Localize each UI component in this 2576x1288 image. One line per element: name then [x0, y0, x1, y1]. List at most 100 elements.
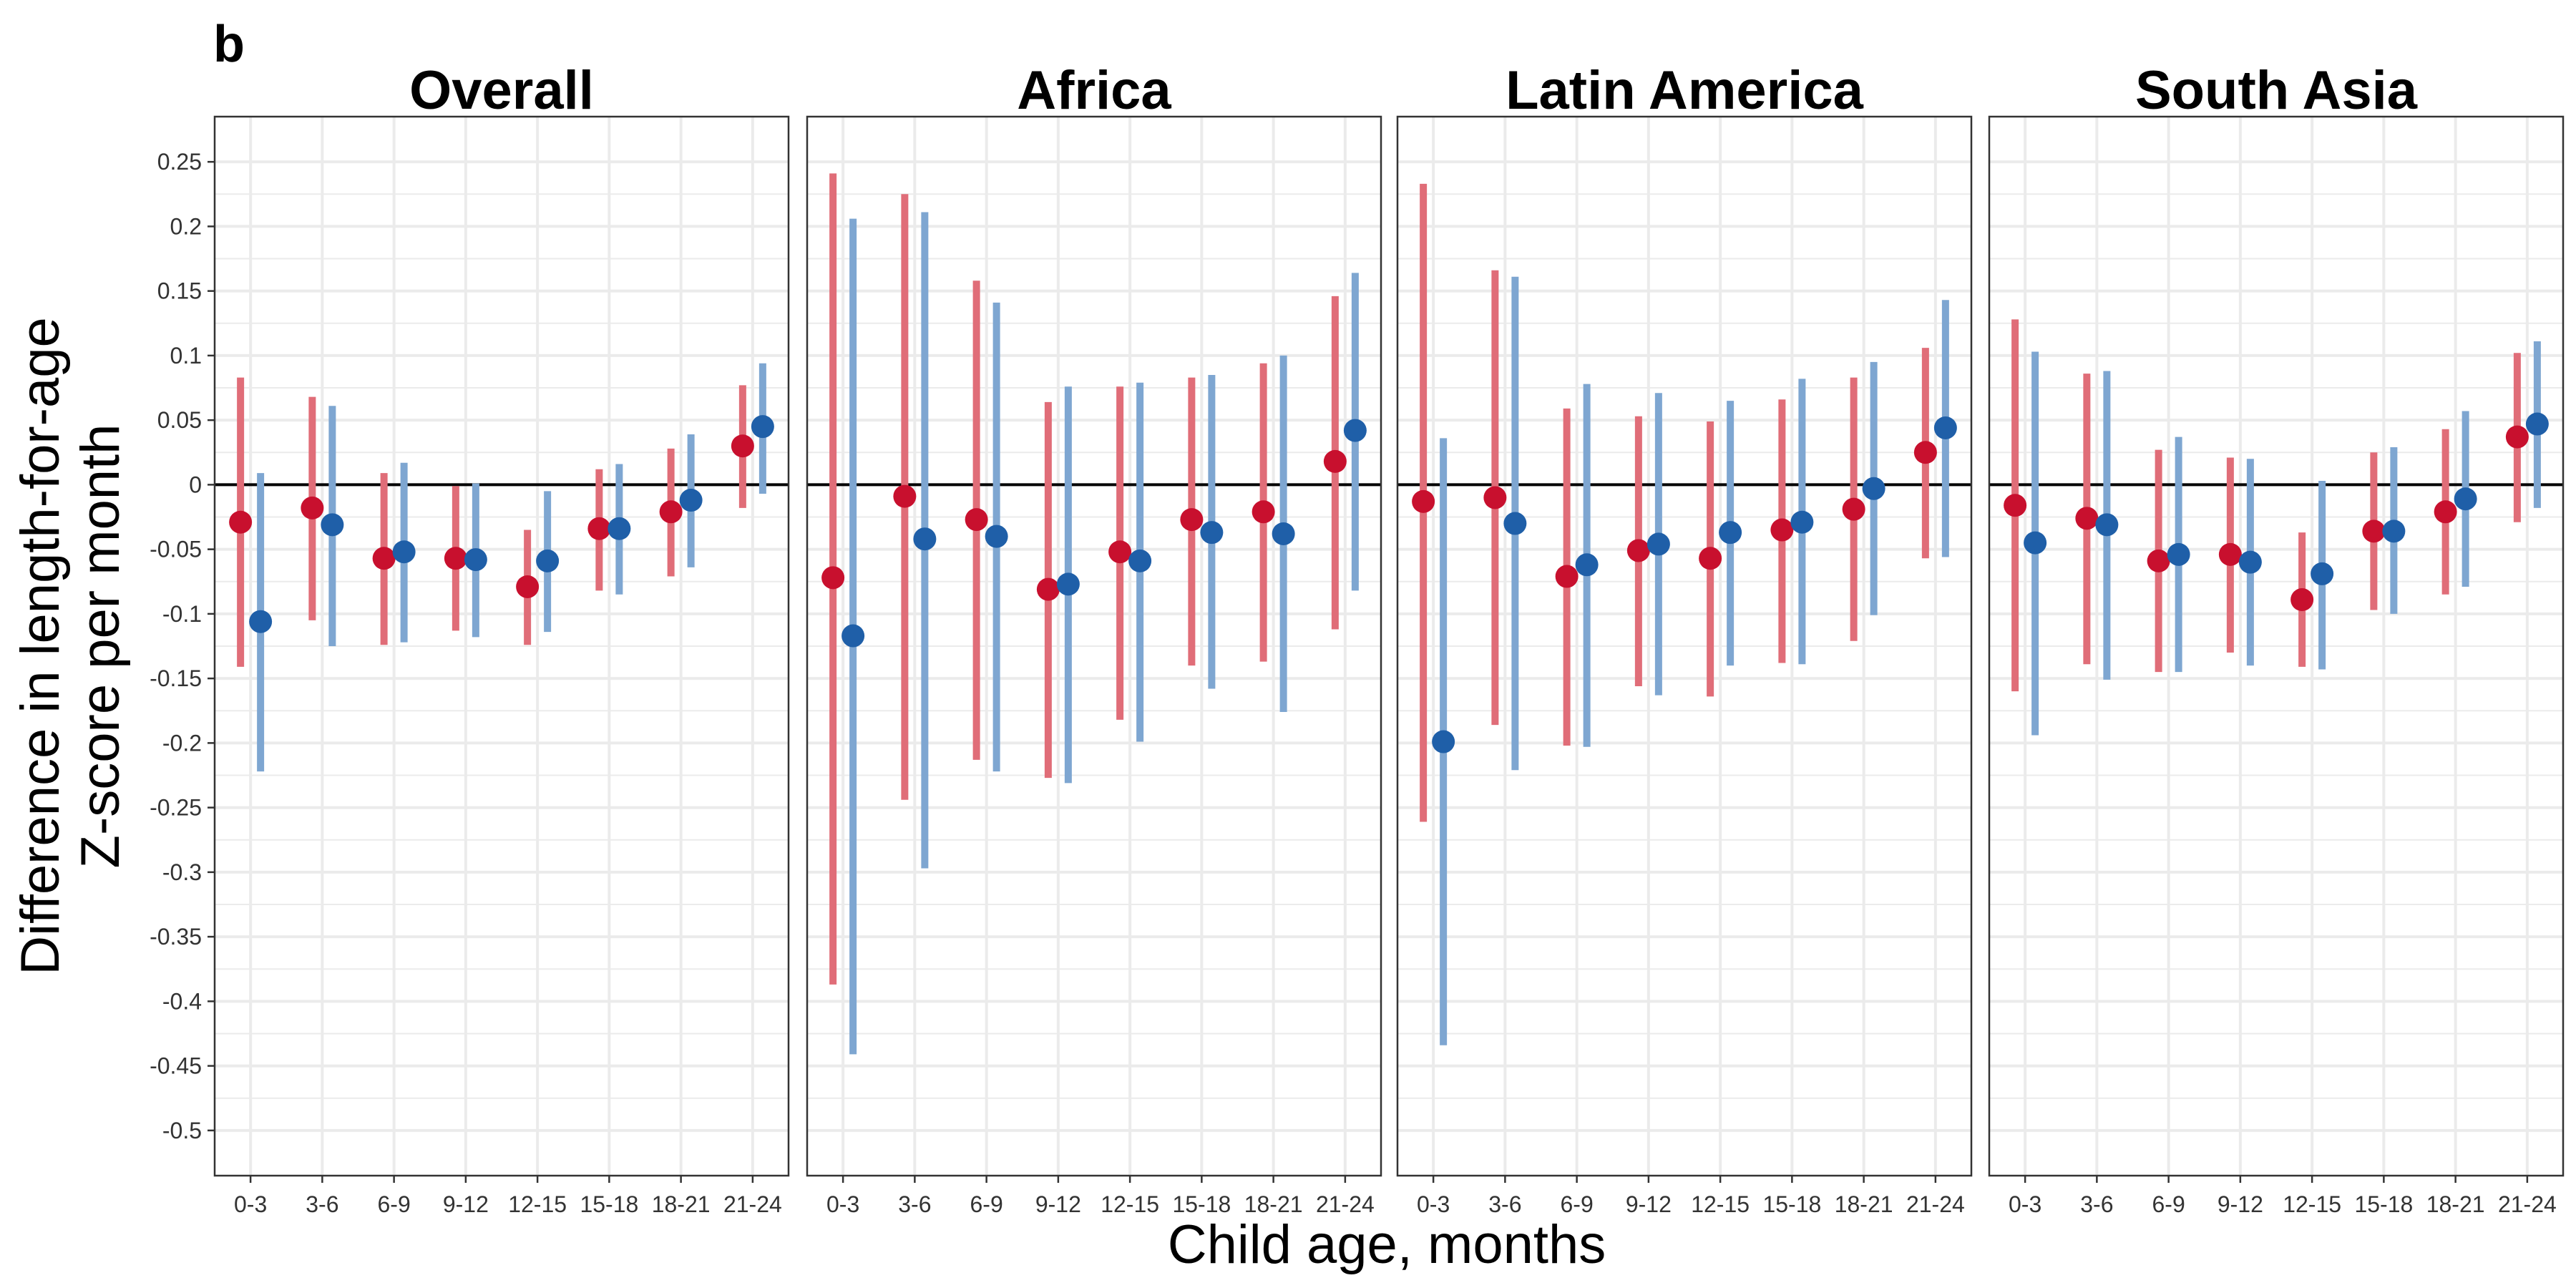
data-point-blue-15-18 — [608, 517, 631, 540]
x-tick-label: 3-6 — [306, 1191, 338, 1217]
data-point-blue-9-12 — [2238, 550, 2262, 574]
x-tick-label: 18-21 — [1244, 1191, 1303, 1217]
data-point-blue-18-21 — [679, 489, 703, 512]
data-point-blue-3-6 — [1503, 512, 1527, 535]
panel-south-asia: South Asia 0-3 3-6 6-9 9-12 12-15 15-18 18-21 21… — [1988, 60, 2565, 1217]
x-tick-label: 21-24 — [723, 1191, 782, 1217]
x-axis-title: Child age, months — [1168, 1214, 1606, 1275]
data-point-red-12-15 — [516, 575, 540, 598]
y-tick-label: 0.2 — [170, 213, 202, 239]
y-tick-label: -0.15 — [150, 665, 202, 691]
data-point-blue-0-3 — [841, 624, 865, 648]
x-tick-label: 6-9 — [970, 1191, 1003, 1217]
x-tick-label: 3-6 — [898, 1191, 931, 1217]
x-tick-label: 18-21 — [1835, 1191, 1893, 1217]
figure-tag: b — [213, 16, 245, 73]
data-point-red-3-6 — [2075, 507, 2099, 530]
y-tick-label: -0.1 — [162, 601, 202, 627]
data-point-red-21-24 — [1913, 441, 1937, 464]
data-point-red-15-18 — [1180, 508, 1204, 532]
data-point-blue-6-9 — [2167, 542, 2190, 566]
data-point-red-6-9 — [372, 547, 396, 570]
x-tick-label: 3-6 — [1488, 1191, 1521, 1217]
data-point-red-6-9 — [1555, 565, 1579, 588]
data-point-blue-21-24 — [1933, 416, 1957, 439]
x-tick-label: 15-18 — [2354, 1191, 2413, 1217]
data-point-blue-18-21 — [1862, 477, 1885, 500]
x-tick-label: 18-21 — [652, 1191, 711, 1217]
data-point-red-0-3 — [229, 510, 253, 534]
x-tick-label: 12-15 — [1101, 1191, 1159, 1217]
data-point-red-18-21 — [2434, 500, 2457, 524]
x-tick-label: 0-3 — [1417, 1191, 1450, 1217]
data-point-blue-3-6 — [2095, 513, 2119, 537]
data-point-blue-0-3 — [1432, 730, 1455, 753]
data-point-blue-15-18 — [2382, 519, 2406, 543]
panel-title: Africa — [1017, 60, 1171, 121]
data-point-blue-12-15 — [1128, 549, 1152, 572]
data-point-red-15-18 — [2362, 519, 2386, 543]
y-tick-label: 0 — [189, 472, 202, 497]
data-point-blue-0-3 — [2024, 531, 2047, 555]
data-point-red-9-12 — [444, 547, 467, 570]
data-point-blue-0-3 — [249, 610, 273, 633]
panel-latin-america: Latin America 0-3 3-6 6-9 9-12 12-15 15-18 18-2… — [1396, 60, 1973, 1217]
y-axis-title-line-1: Difference in length-for-age — [10, 317, 71, 975]
data-point-red-3-6 — [1483, 486, 1507, 509]
chart-panels: Overall 0-3 3-6 6-9 9-12 12-15 15-18 18-21 21-24… — [213, 60, 2565, 1217]
x-tick-label: 12-15 — [508, 1191, 567, 1217]
y-tick-label: 0.1 — [170, 343, 202, 369]
x-tick-label: 15-18 — [580, 1191, 638, 1217]
data-point-blue-3-6 — [913, 527, 937, 551]
data-point-red-21-24 — [731, 434, 754, 458]
data-point-blue-21-24 — [1343, 419, 1367, 442]
panel-title: Latin America — [1506, 60, 1864, 121]
x-tick-label: 6-9 — [2152, 1191, 2185, 1217]
x-tick-label: 0-3 — [826, 1191, 859, 1217]
y-tick-label: -0.45 — [150, 1053, 202, 1079]
y-tick-label: -0.2 — [162, 730, 202, 756]
data-point-red-9-12 — [1036, 577, 1060, 601]
x-tick-label: 0-3 — [234, 1191, 267, 1217]
data-point-blue-9-12 — [1056, 572, 1080, 596]
data-point-blue-12-15 — [536, 549, 560, 572]
x-tick-label: 9-12 — [443, 1191, 489, 1217]
data-point-red-3-6 — [301, 496, 324, 519]
data-point-blue-9-12 — [1646, 532, 1670, 556]
x-tick-label: 18-21 — [2426, 1191, 2485, 1217]
data-point-blue-12-15 — [1719, 521, 1742, 545]
y-tick-label: 0.15 — [157, 278, 202, 304]
data-point-red-0-3 — [1412, 489, 1435, 513]
x-tick-label: 21-24 — [1316, 1191, 1375, 1217]
x-tick-label: 12-15 — [1691, 1191, 1750, 1217]
y-tick-label: 0.25 — [157, 149, 202, 175]
data-point-red-0-3 — [2004, 494, 2027, 517]
data-point-red-6-9 — [965, 508, 988, 532]
data-point-blue-6-9 — [1575, 553, 1599, 577]
data-point-red-21-24 — [2505, 425, 2529, 449]
data-point-red-18-21 — [659, 500, 683, 524]
panel-title: South Asia — [2135, 60, 2418, 121]
panel-title: Overall — [409, 60, 594, 121]
data-point-blue-21-24 — [751, 415, 774, 439]
y-axis-title-line-2: Z-score per month — [70, 424, 131, 869]
data-point-red-12-15 — [2290, 588, 2314, 612]
x-tick-label: 21-24 — [1906, 1191, 1965, 1217]
x-tick-label: 15-18 — [1172, 1191, 1231, 1217]
data-point-red-15-18 — [1770, 518, 1794, 542]
data-point-blue-12-15 — [2311, 562, 2334, 585]
data-point-blue-6-9 — [392, 540, 416, 564]
data-point-blue-21-24 — [2525, 412, 2549, 436]
y-tick-label: -0.05 — [150, 537, 202, 562]
x-tick-label: 6-9 — [1561, 1191, 1594, 1217]
data-point-blue-15-18 — [1200, 521, 1224, 545]
data-point-red-18-21 — [1252, 500, 1275, 524]
data-point-blue-3-6 — [321, 513, 344, 537]
panel-overall: Overall 0-3 3-6 6-9 9-12 12-15 15-18 18-21 21-24 — [213, 60, 790, 1217]
y-tick-label: -0.25 — [150, 795, 202, 821]
x-tick-label: 9-12 — [1035, 1191, 1081, 1217]
x-tick-label: 9-12 — [2218, 1191, 2263, 1217]
y-tick-label: -0.5 — [162, 1118, 202, 1143]
x-tick-label: 21-24 — [2498, 1191, 2557, 1217]
